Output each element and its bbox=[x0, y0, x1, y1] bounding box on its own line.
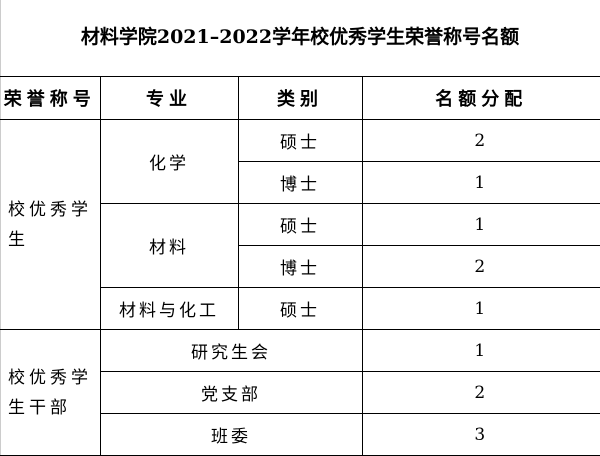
table-row: 班委 3 bbox=[0, 413, 600, 456]
type-cell: 硕士 bbox=[237, 203, 363, 246]
major-cell: 材料 bbox=[100, 203, 239, 288]
table-row: 校优秀学生 化学 硕士 2 bbox=[0, 119, 600, 330]
type-cell: 硕士 bbox=[237, 287, 363, 330]
quota-cell: 1 bbox=[361, 329, 600, 372]
quota-cell: 1 bbox=[361, 161, 600, 204]
org-cell: 党支部 bbox=[100, 371, 363, 414]
table-row: 党支部 2 bbox=[0, 371, 600, 414]
org-cell: 班委 bbox=[100, 413, 363, 456]
header-honor: 荣誉称号 bbox=[0, 76, 101, 120]
honor-cell: 校优秀学生干部 bbox=[0, 329, 101, 456]
header-type: 类别 bbox=[237, 76, 363, 120]
table-row: 材料与化工 硕士 1 bbox=[0, 287, 600, 330]
header-major: 专业 bbox=[99, 76, 239, 120]
major-cell: 化学 bbox=[99, 119, 239, 204]
table-row: 博士 1 bbox=[0, 161, 600, 204]
quota-cell: 1 bbox=[361, 203, 600, 246]
document-title: 材料学院2021–2022学年校优秀学生荣誉称号名额 bbox=[80, 26, 520, 48]
quota-cell: 2 bbox=[361, 371, 600, 414]
type-cell: 博士 bbox=[238, 161, 363, 204]
quota-cell: 1 bbox=[361, 287, 600, 330]
header-row: 荣誉称号 专业 类别 名额分配 bbox=[0, 76, 600, 120]
table-row: 校优秀学生干部 研究生会 1 bbox=[0, 329, 600, 456]
org-cell: 研究生会 bbox=[99, 329, 363, 372]
type-cell: 博士 bbox=[238, 245, 363, 288]
table-row: 博士 2 bbox=[0, 245, 600, 288]
header-quota: 名额分配 bbox=[361, 76, 600, 120]
type-cell: 硕士 bbox=[237, 119, 363, 162]
quota-cell: 2 bbox=[361, 245, 600, 288]
quota-cell: 2 bbox=[361, 119, 600, 162]
major-cell: 材料与化工 bbox=[100, 287, 239, 330]
honor-cell: 校优秀学生 bbox=[0, 119, 101, 330]
quota-cell: 3 bbox=[361, 413, 600, 456]
quota-table: 荣誉称号 专业 类别 名额分配 校优秀学生 化学 硕士 2 博士 1 材料 硕士… bbox=[0, 76, 600, 456]
